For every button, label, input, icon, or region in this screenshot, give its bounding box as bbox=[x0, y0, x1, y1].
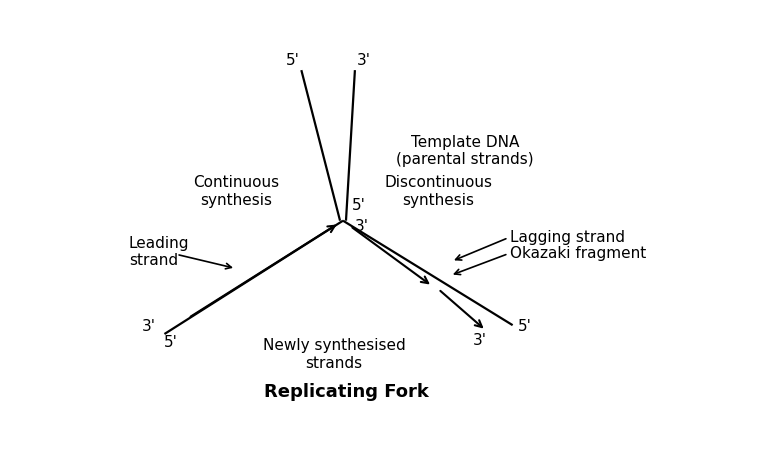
Text: Lagging strand: Lagging strand bbox=[510, 230, 624, 245]
Text: 5': 5' bbox=[518, 318, 531, 333]
Text: Continuous
synthesis: Continuous synthesis bbox=[193, 175, 279, 207]
Text: 3': 3' bbox=[473, 332, 487, 347]
Text: Replicating Fork: Replicating Fork bbox=[263, 382, 429, 400]
Text: Discontinuous
synthesis: Discontinuous synthesis bbox=[384, 175, 492, 207]
Text: Leading
strand: Leading strand bbox=[129, 235, 189, 268]
Text: Newly synthesised
strands: Newly synthesised strands bbox=[263, 337, 406, 370]
Text: 3': 3' bbox=[357, 52, 371, 67]
Text: Template DNA
(parental strands): Template DNA (parental strands) bbox=[396, 134, 534, 167]
Text: 3': 3' bbox=[355, 219, 369, 234]
Text: Okazaki fragment: Okazaki fragment bbox=[510, 246, 646, 261]
Text: 5': 5' bbox=[286, 52, 300, 67]
Text: 5': 5' bbox=[164, 335, 178, 350]
Text: 5': 5' bbox=[352, 198, 366, 213]
Text: 3': 3' bbox=[141, 318, 155, 333]
